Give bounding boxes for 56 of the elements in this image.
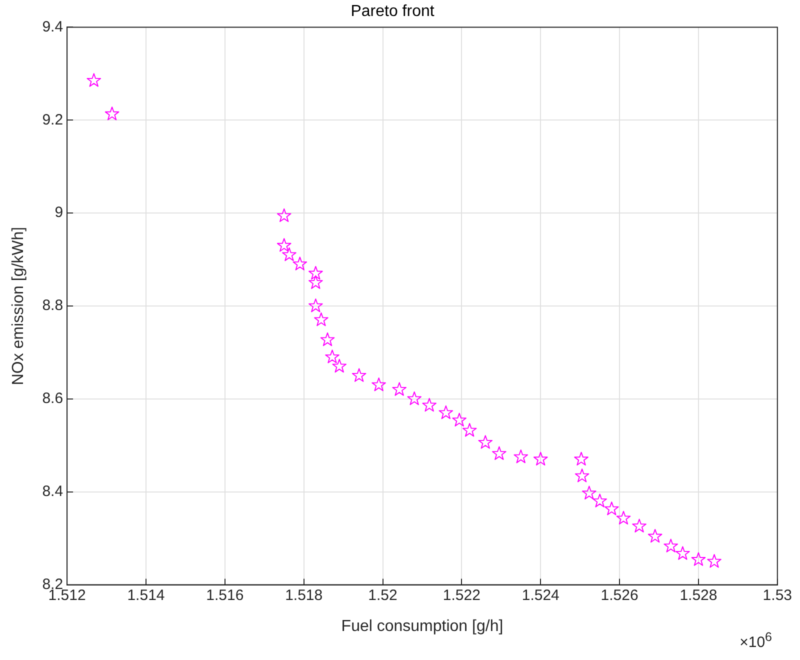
point xyxy=(452,412,466,426)
point xyxy=(533,452,548,466)
y-tick-label: 8.8 xyxy=(42,297,64,314)
point xyxy=(664,538,678,552)
point xyxy=(582,486,596,500)
point xyxy=(407,391,422,406)
point xyxy=(86,73,102,87)
x-tick-label: 1.516 xyxy=(206,586,244,604)
point xyxy=(104,106,120,120)
point xyxy=(707,554,722,568)
x-tick-label: 1.522 xyxy=(442,586,480,604)
point xyxy=(574,452,588,466)
point xyxy=(325,350,340,364)
point xyxy=(462,423,477,437)
x-tick-label: 1.53 xyxy=(762,586,792,604)
point xyxy=(352,368,366,382)
point xyxy=(574,468,590,482)
point xyxy=(332,358,347,373)
x-tick-label: 1.528 xyxy=(680,586,718,604)
x-tick-label: 1.518 xyxy=(285,586,323,604)
point xyxy=(632,518,646,532)
point xyxy=(308,266,323,280)
point xyxy=(372,377,386,392)
point xyxy=(478,435,493,449)
point xyxy=(276,238,292,252)
point xyxy=(276,208,292,222)
point xyxy=(514,450,528,464)
x-axis-title: Fuel consumption [g/h] xyxy=(341,618,504,635)
point xyxy=(648,528,662,543)
point xyxy=(292,256,308,270)
point xyxy=(282,247,296,262)
y-tick-label: 8.4 xyxy=(42,483,64,500)
y-tick-label: 9.4 xyxy=(42,18,64,36)
point xyxy=(691,552,706,566)
point xyxy=(676,546,690,560)
x-tick-label: 1.526 xyxy=(600,586,638,604)
x-tick-label: 1.524 xyxy=(522,586,560,604)
y-axis-title: NOx emission [g/kWh] xyxy=(10,226,28,386)
point xyxy=(422,398,436,412)
x-tick-label: 1.52 xyxy=(368,586,398,604)
point xyxy=(314,312,328,326)
point xyxy=(438,405,454,420)
point xyxy=(308,275,323,289)
point xyxy=(492,446,506,460)
point xyxy=(604,502,619,516)
y-tick-label: 9.2 xyxy=(42,111,64,128)
point xyxy=(392,382,406,396)
text: ×10$^{6}$ xyxy=(740,630,772,651)
y-tick-label: 9 xyxy=(54,204,64,222)
chart-title: Pareto front xyxy=(350,3,435,20)
point xyxy=(320,332,335,346)
x-tick-label: 1.514 xyxy=(127,586,165,604)
y-tick-label: 8.6 xyxy=(42,390,64,408)
point xyxy=(592,494,607,508)
point xyxy=(308,298,323,312)
point xyxy=(616,510,631,525)
